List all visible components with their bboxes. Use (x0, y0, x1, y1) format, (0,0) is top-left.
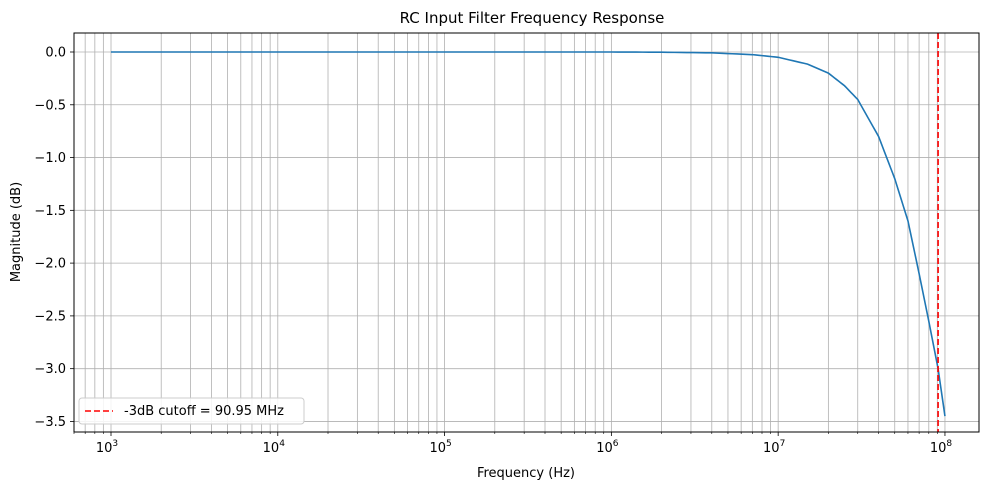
y-tick-label: −0.5 (34, 98, 66, 113)
legend-label-cutoff: -3dB cutoff = 90.95 MHz (124, 404, 284, 419)
y-tick-label: −1.0 (34, 151, 66, 166)
x-tick-exponent: 3 (112, 439, 118, 449)
y-tick-label: 0.0 (45, 46, 66, 61)
legend: -3dB cutoff = 90.95 MHz (78, 397, 305, 425)
x-tick-label: 108 (930, 439, 953, 456)
axis-ticks: 103 104 105 106 107 108 0.0 −0.5 −1.0 −1.5 −2.0 −2.… (34, 46, 952, 457)
legend-box (78, 397, 305, 425)
x-tick-exponent: 7 (780, 439, 786, 449)
x-tick-label: 106 (596, 439, 619, 456)
y-axis-label: Magnitude (dB) (9, 182, 24, 282)
y-tick-label: −1.5 (34, 204, 66, 219)
series-layer (111, 33, 946, 432)
x-tick-exponent: 6 (613, 439, 619, 449)
y-tick-label: −2.5 (34, 309, 66, 324)
x-tick-label: 104 (263, 439, 286, 456)
series-line (111, 51, 946, 417)
y-tick-label: −3.0 (34, 362, 66, 377)
plot-frame (73, 32, 980, 433)
x-tick-label: 107 (763, 439, 785, 456)
grid (73, 33, 979, 432)
x-tick-exponent: 8 (946, 439, 952, 449)
x-tick-label: 105 (429, 439, 451, 456)
y-tick-label: −2.0 (34, 257, 66, 272)
x-tick-exponent: 5 (446, 439, 452, 449)
x-axis-label: Frequency (Hz) (477, 466, 575, 481)
chart-title: RC Input Filter Frequency Response (400, 9, 665, 27)
x-tick-label: 103 (96, 439, 118, 456)
x-tick-exponent: 4 (279, 439, 285, 449)
y-tick-label: −3.5 (34, 415, 66, 430)
